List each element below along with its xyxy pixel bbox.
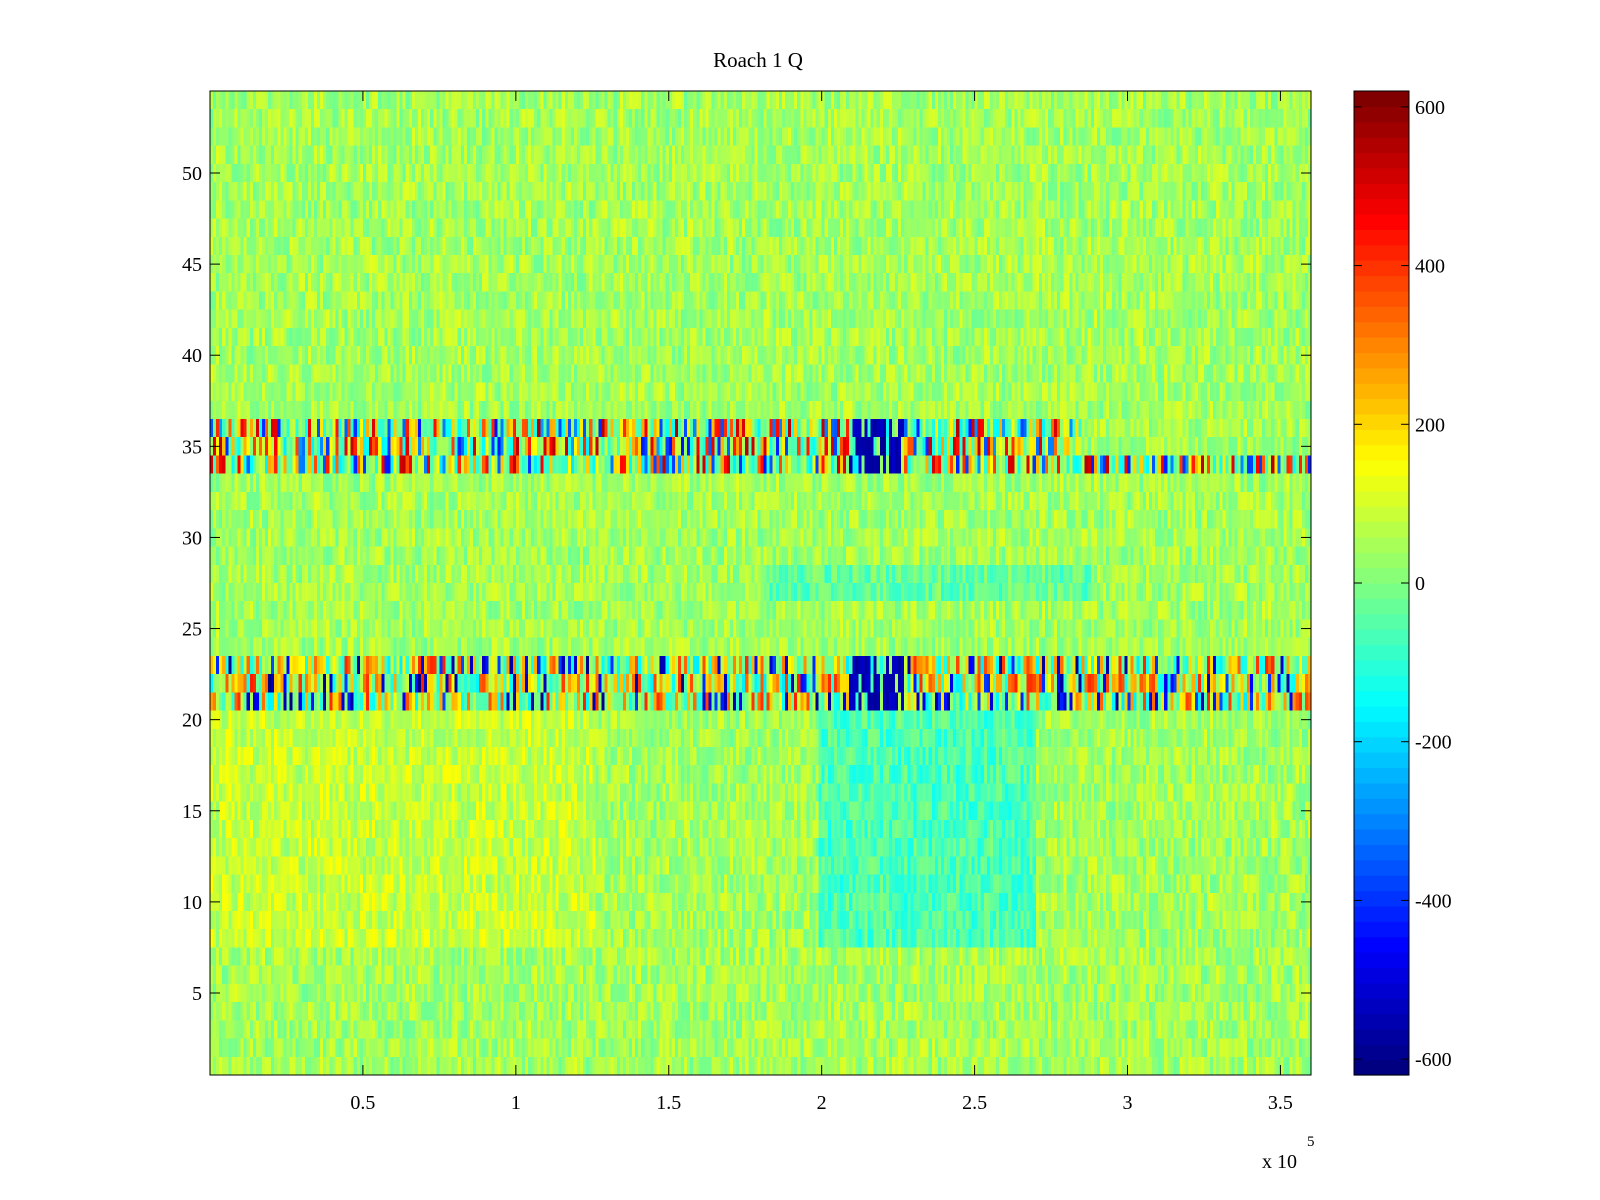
colorbar-swatch — [1354, 429, 1409, 446]
x-tick-label: 1 — [511, 1092, 521, 1114]
x-tick-label: 1.5 — [656, 1092, 681, 1114]
colorbar-swatch — [1354, 782, 1409, 799]
x-axis-exponent-power: 5 — [1307, 1134, 1315, 1150]
x-tick-label: 3 — [1123, 1092, 1133, 1114]
colorbar-swatch — [1354, 752, 1409, 769]
colorbar-swatch — [1354, 198, 1409, 215]
heatmap-cells — [210, 91, 1311, 1075]
y-tick-label: 10 — [182, 892, 202, 914]
x-tick-label: 0.5 — [350, 1092, 375, 1114]
colorbar-swatch — [1354, 536, 1409, 553]
colorbar-swatch — [1354, 982, 1409, 999]
colorbar-swatch — [1354, 183, 1409, 200]
colorbar-swatch — [1354, 890, 1409, 907]
colorbar-swatch — [1354, 629, 1409, 646]
y-tick-label: 15 — [182, 801, 202, 823]
colorbar-swatch — [1354, 998, 1409, 1015]
x-axis: 0.5 1 1.5 2 2.5 3 3.5 — [350, 91, 1293, 1114]
colorbar-swatch — [1354, 905, 1409, 922]
colorbar-swatch — [1354, 475, 1409, 492]
colorbar-swatch — [1354, 398, 1409, 415]
colorbar-swatch — [1354, 244, 1409, 261]
colorbar-tick-label: -600 — [1415, 1049, 1452, 1071]
y-tick-label: 40 — [182, 345, 202, 367]
x-tick-label: 2 — [817, 1092, 827, 1114]
colorbar-swatch — [1354, 290, 1409, 307]
colorbar-swatch — [1354, 706, 1409, 722]
chart-title: Roach 1 Q — [713, 48, 803, 72]
colorbar-swatch — [1354, 721, 1409, 738]
colorbar-swatch — [1354, 859, 1409, 876]
heatmap-image — [210, 91, 1311, 1075]
x-tick-label: 2.5 — [962, 1092, 987, 1114]
colorbar-swatch — [1354, 367, 1409, 384]
colorbar-tick-label: 400 — [1415, 256, 1445, 278]
colorbar-swatch — [1354, 952, 1409, 968]
x-tick-label: 3.5 — [1268, 1092, 1293, 1114]
y-tick-label: 45 — [182, 254, 202, 276]
colorbar-tick-label: -200 — [1415, 732, 1452, 754]
colorbar-swatch — [1354, 921, 1409, 938]
colorbar-swatch — [1354, 613, 1409, 630]
colorbar-swatch — [1354, 91, 1409, 107]
colorbar-swatch — [1354, 137, 1409, 154]
y-tick-label: 5 — [192, 983, 202, 1005]
y-tick-label: 20 — [182, 710, 202, 732]
colorbar-swatch — [1354, 490, 1409, 507]
colorbar-tick-label: 0 — [1415, 573, 1425, 595]
colorbar-swatch — [1354, 1044, 1409, 1061]
colorbar-swatch — [1354, 214, 1409, 230]
colorbar-swatch — [1354, 275, 1409, 292]
colorbar-swatch — [1354, 844, 1409, 861]
y-tick-label: 35 — [182, 436, 202, 458]
colorbar-swatch — [1354, 936, 1409, 953]
colorbar-swatch — [1354, 260, 1409, 277]
colorbar-swatch — [1354, 1059, 1409, 1076]
colorbar-swatch — [1354, 306, 1409, 323]
colorbar-swatch — [1354, 829, 1409, 845]
colorbar-swatch — [1354, 1013, 1409, 1030]
colorbar-swatch — [1354, 321, 1409, 338]
plot-frame — [209, 90, 1312, 1076]
y-tick-label: 30 — [182, 527, 202, 549]
y-axis: 5 10 15 20 25 30 35 40 45 50 — [182, 163, 1311, 1005]
colorbar-swatch — [1354, 337, 1409, 353]
colorbar-swatch — [1354, 1028, 1409, 1045]
y-tick-label: 25 — [182, 619, 202, 641]
colorbar-swatch — [1354, 521, 1409, 538]
colorbar-swatch — [1354, 736, 1409, 753]
colorbar-swatch — [1354, 690, 1409, 707]
colorbar-swatch — [1354, 644, 1409, 661]
colorbar-swatch — [1354, 567, 1409, 584]
x-axis-exponent-label: x 10 — [1262, 1151, 1297, 1173]
colorbar-swatch — [1354, 659, 1409, 676]
colorbar-swatch — [1354, 167, 1409, 184]
colorbar-swatch — [1354, 552, 1409, 569]
colorbar-swatch — [1354, 152, 1409, 169]
colorbar-swatch — [1354, 506, 1409, 523]
colorbar-swatch — [1354, 583, 1409, 599]
colorbar-swatch — [1354, 413, 1409, 430]
colorbar-swatch — [1354, 967, 1409, 984]
colorbar-swatch — [1354, 875, 1409, 892]
colorbar-tick-label: 200 — [1415, 414, 1445, 436]
colorbar-swatch — [1354, 798, 1409, 815]
colorbar-swatch — [1354, 813, 1409, 830]
colorbar-swatch — [1354, 106, 1409, 123]
colorbar-swatch — [1354, 352, 1409, 369]
colorbar-swatch — [1354, 675, 1409, 692]
colorbar-tick-label: 600 — [1415, 97, 1445, 119]
colorbar-swatch — [1354, 229, 1409, 246]
colorbar-swatch — [1354, 121, 1409, 138]
colorbar-swatch — [1354, 444, 1409, 461]
colorbar-swatch — [1354, 598, 1409, 615]
colorbar-swatch — [1354, 767, 1409, 784]
colorbar-swatch — [1354, 460, 1409, 476]
colorbar-tick-label: -400 — [1415, 890, 1452, 912]
colorbar: 600 400 200 0 -200 -400 -600 — [1353, 90, 1452, 1076]
colorbar-swatch — [1354, 383, 1409, 400]
y-tick-label: 50 — [182, 163, 202, 185]
